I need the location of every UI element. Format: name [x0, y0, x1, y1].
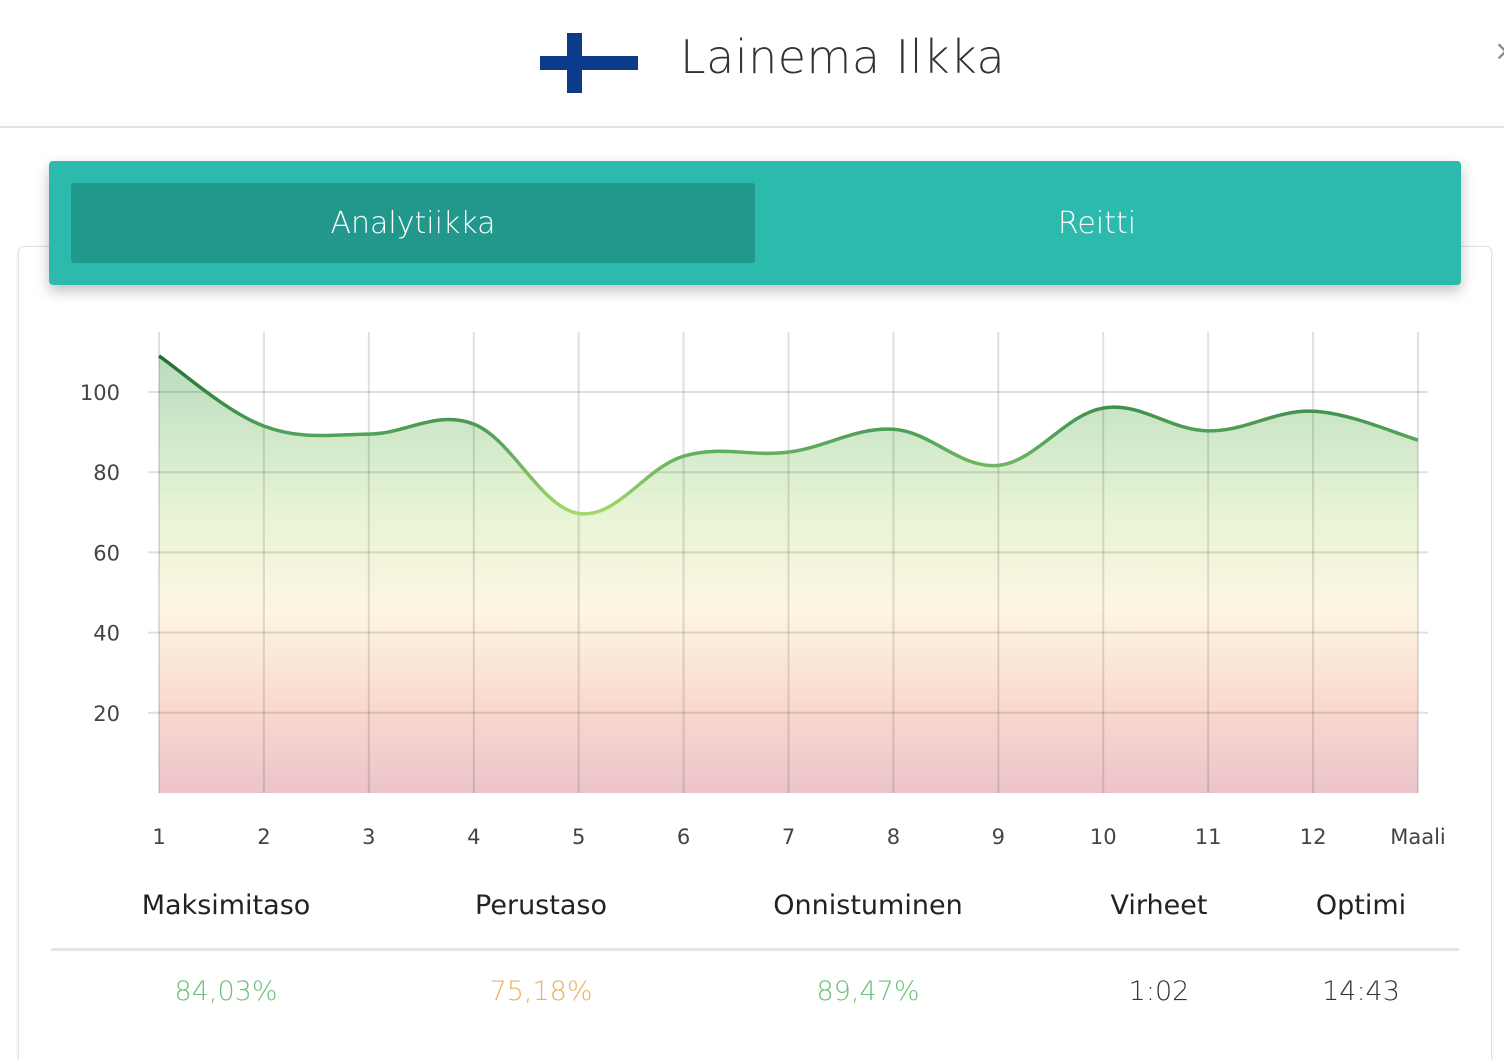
chart-area-fill: [159, 355, 1418, 793]
chart-ytick-label: 80: [93, 461, 120, 485]
chart-xtick-label: 1: [152, 825, 165, 849]
stat-value-maksimitaso: 84,03%: [174, 976, 278, 1007]
stat-header-perustaso: Perustaso: [475, 890, 607, 921]
chart-xtick-label: 2: [257, 825, 270, 849]
chart-xtick-label: 6: [677, 825, 690, 849]
chart-xtick-label: 10: [1090, 825, 1117, 849]
chart-xtick-label: Maali: [1390, 825, 1446, 849]
chart-xtick-label: 9: [992, 825, 1005, 849]
stat-value-virheet: 1:02: [1128, 976, 1190, 1007]
chart-xtick-label: 3: [362, 825, 375, 849]
tab-bar: Analytiikka Reitti: [49, 161, 1461, 285]
chart-ytick-label: 100: [80, 381, 120, 405]
tab-analytiikka[interactable]: Analytiikka: [71, 183, 755, 263]
stats-divider: [51, 948, 1459, 951]
stat-header-maksimitaso: Maksimitaso: [141, 890, 311, 921]
chart-xtick-label: 12: [1300, 825, 1327, 849]
athlete-name: Lainema Ilkka: [680, 30, 1006, 84]
stat-header-optimi: Optimi: [1315, 890, 1407, 921]
chart-xtick-label: 11: [1195, 825, 1222, 849]
stat-value-onnistuminen: 89,47%: [816, 976, 920, 1007]
chart-xtick-label: 7: [782, 825, 795, 849]
stat-header-onnistuminen: Onnistuminen: [773, 890, 963, 921]
chart-xtick-label: 4: [467, 825, 480, 849]
finland-flag-icon: [540, 33, 638, 93]
close-icon[interactable]: ×: [1494, 34, 1504, 67]
chart-ytick-label: 60: [93, 541, 120, 565]
chart-ytick-label: 20: [93, 702, 120, 726]
chart-xtick-label: 8: [887, 825, 900, 849]
chart-ytick-label: 40: [93, 622, 120, 646]
chart-series-line: [158, 354, 1419, 516]
tab-reitti[interactable]: Reitti: [1057, 205, 1137, 241]
page-header: Lainema Ilkka ×: [0, 0, 1504, 128]
stat-header-virheet: Virheet: [1110, 890, 1208, 921]
stat-value-perustaso: 75,18%: [489, 976, 593, 1007]
stat-value-optimi: 14:43: [1322, 976, 1400, 1007]
chart-xtick-label: 5: [572, 825, 585, 849]
